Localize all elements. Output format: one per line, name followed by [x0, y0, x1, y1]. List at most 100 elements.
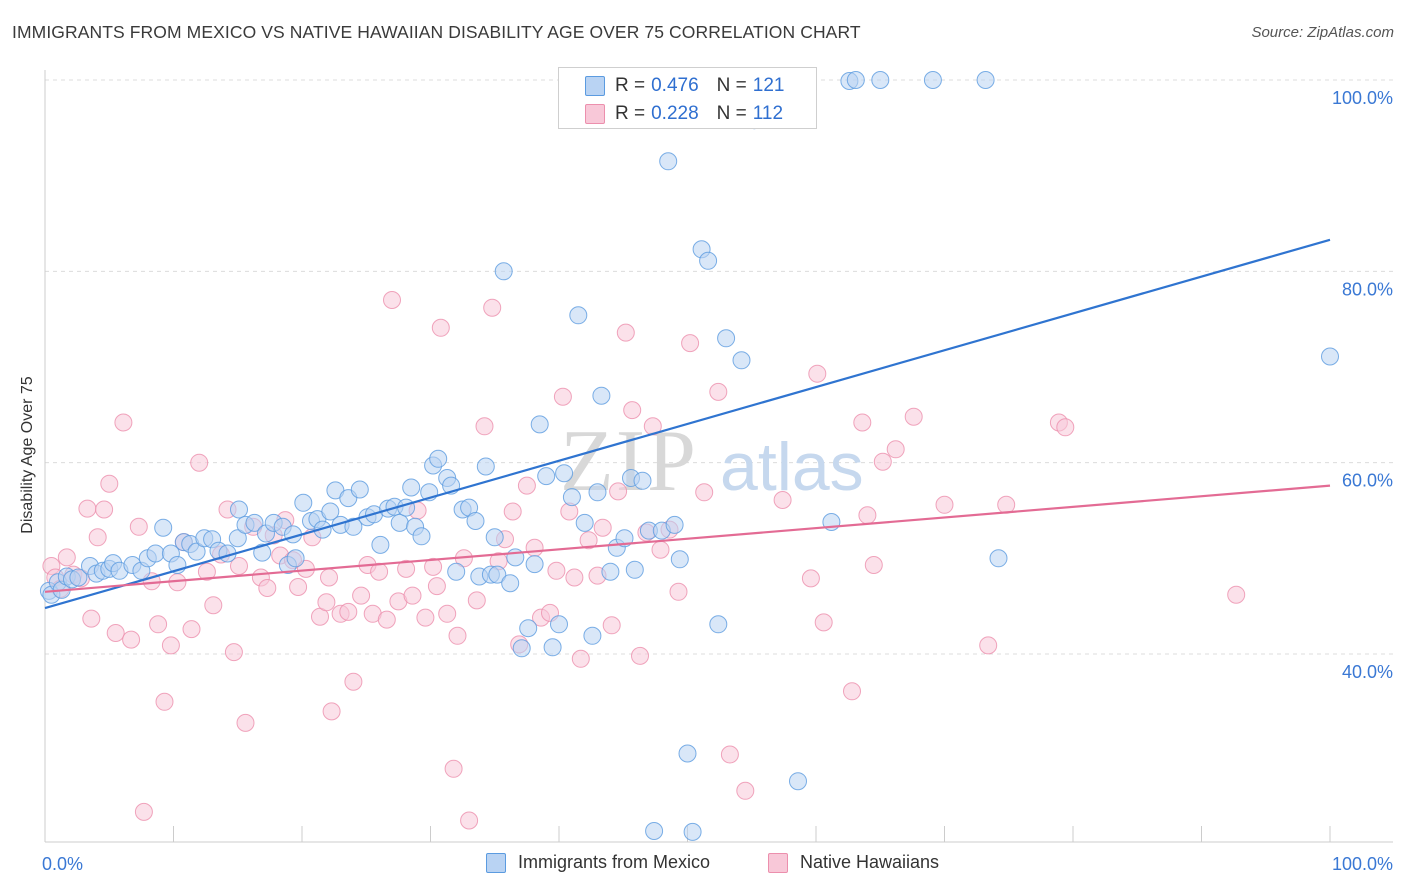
x-tick-label: 100.0%	[1332, 854, 1393, 874]
point-mexico	[530, 415, 549, 434]
point-hawaiian	[155, 692, 174, 711]
point-hawaiian	[1056, 418, 1075, 437]
point-mexico	[501, 574, 520, 593]
y-tick-label: 80.0%	[1342, 279, 1393, 299]
point-hawaiian	[149, 615, 168, 634]
point-mexico	[230, 500, 248, 519]
point-hawaiian	[424, 557, 443, 576]
watermark-atlas: atlas	[720, 429, 864, 505]
point-hawaiian	[547, 561, 566, 580]
point-hawaiian	[352, 586, 371, 605]
point-hawaiian	[669, 582, 688, 601]
point-mexico	[466, 512, 485, 530]
point-mexico	[228, 529, 247, 548]
point-hawaiian	[82, 609, 101, 628]
point-mexico	[678, 744, 697, 763]
legend-r-label: R =	[615, 75, 646, 96]
point-mexico	[537, 467, 556, 486]
tick-labels: 40.0% 60.0% 80.0% 100.0% 0.0% 100.0%	[42, 88, 1393, 874]
chart-title: IMMIGRANTS FROM MEXICO VS NATIVE HAWAIIA…	[12, 22, 861, 42]
point-hawaiian	[122, 630, 141, 649]
point-mexico	[154, 518, 173, 537]
point-hawaiian	[403, 586, 422, 605]
legend-item-hawaiian[interactable]: Native Hawaiians	[768, 852, 939, 873]
point-mexico	[633, 471, 652, 490]
point-hawaiian	[904, 407, 923, 426]
point-hawaiian	[814, 613, 833, 632]
watermark: ZIP atlas	[560, 413, 864, 510]
y-axis-label: Disability Age Over 75	[19, 376, 36, 534]
point-hawaiian	[383, 291, 401, 309]
point-hawaiian	[377, 610, 396, 629]
point-hawaiian	[979, 636, 998, 655]
legend-item-mexico[interactable]: Immigrants from Mexico	[486, 852, 710, 873]
point-hawaiian	[438, 604, 457, 623]
point-hawaiian	[935, 495, 954, 514]
point-mexico	[665, 515, 684, 534]
point-hawaiian	[709, 382, 728, 401]
point-mexico	[447, 562, 466, 581]
point-mexico	[645, 822, 664, 840]
point-mexico	[543, 638, 562, 657]
point-mexico	[402, 478, 421, 497]
point-hawaiian	[616, 323, 635, 342]
point-mexico	[871, 71, 890, 89]
point-hawaiian	[553, 387, 572, 406]
point-hawaiian	[224, 643, 243, 662]
point-mexico	[846, 71, 865, 89]
point-hawaiian	[57, 548, 76, 567]
point-mexico	[923, 71, 942, 89]
legend-label-hawaiian: Native Hawaiians	[800, 852, 940, 872]
point-mexico	[601, 562, 620, 581]
legend-n-value: 112	[752, 103, 784, 124]
point-hawaiian	[503, 502, 522, 521]
point-mexico	[615, 529, 634, 548]
point-mexico	[371, 535, 390, 554]
point-mexico	[592, 386, 611, 405]
legend-r-label: R =	[615, 103, 646, 124]
point-mexico	[550, 615, 568, 634]
point-mexico	[588, 483, 607, 502]
trend-line-hawaiian	[44, 484, 1331, 593]
legend-swatch-mexico	[585, 76, 605, 96]
trend-line-mexico	[44, 238, 1331, 610]
point-mexico	[390, 513, 409, 532]
point-mexico	[187, 542, 206, 561]
point-hawaiian	[460, 811, 479, 830]
grid-lines	[45, 79, 1393, 655]
point-hawaiian	[695, 483, 714, 502]
point-mexico	[476, 457, 495, 476]
point-hawaiian	[997, 495, 1016, 514]
point-hawaiian	[517, 476, 536, 495]
point-hawaiian	[134, 802, 153, 821]
y-tick-label: 100.0%	[1332, 88, 1393, 108]
point-hawaiian	[88, 528, 107, 547]
point-mexico	[625, 560, 644, 579]
point-mexico	[294, 493, 313, 512]
y-tick-label: 40.0%	[1342, 662, 1393, 682]
legend-swatch-mexico	[486, 852, 506, 873]
point-mexico	[717, 329, 736, 348]
point-hawaiian	[190, 453, 209, 472]
watermark-zip: ZIP	[560, 413, 698, 510]
point-hawaiian	[322, 702, 341, 721]
point-mexico	[670, 550, 689, 569]
legend-row-hawaiian: R = 0.228 N = 112	[585, 102, 783, 126]
point-hawaiian	[129, 517, 148, 536]
point-hawaiian	[1227, 585, 1246, 604]
point-hawaiian	[483, 298, 502, 317]
axes	[44, 70, 1393, 843]
point-hawaiian	[161, 636, 180, 655]
point-hawaiian	[720, 745, 739, 764]
point-hawaiian	[864, 556, 883, 574]
point-hawaiian	[886, 440, 905, 459]
point-hawaiian	[444, 759, 463, 778]
point-mexico	[344, 517, 363, 536]
point-hawaiian	[182, 620, 201, 639]
point-hawaiian	[289, 578, 308, 596]
legend-r-value: 0.228	[651, 103, 699, 124]
point-hawaiian	[651, 540, 670, 559]
point-hawaiian	[843, 682, 861, 701]
point-hawaiian	[106, 624, 125, 642]
point-mexico	[569, 306, 588, 325]
